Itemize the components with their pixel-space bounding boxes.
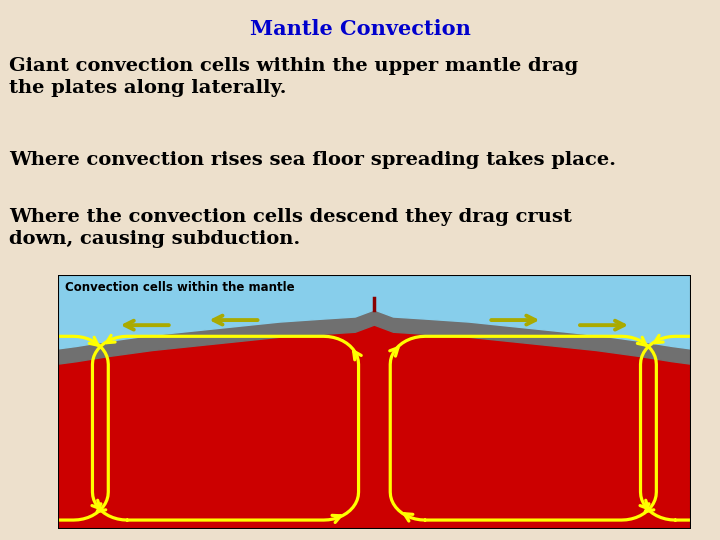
Text: Where convection rises sea floor spreading takes place.: Where convection rises sea floor spreadi… <box>9 151 616 169</box>
Polygon shape <box>58 275 691 316</box>
Text: Giant convection cells within the upper mantle drag
the plates along laterally.: Giant convection cells within the upper … <box>9 57 579 97</box>
Polygon shape <box>58 310 691 364</box>
Text: Convection cells within the mantle: Convection cells within the mantle <box>66 281 294 294</box>
Polygon shape <box>58 275 691 349</box>
Text: Where the convection cells descend they drag crust
down, causing subduction.: Where the convection cells descend they … <box>9 208 572 248</box>
Text: Mantle Convection: Mantle Convection <box>250 19 470 39</box>
